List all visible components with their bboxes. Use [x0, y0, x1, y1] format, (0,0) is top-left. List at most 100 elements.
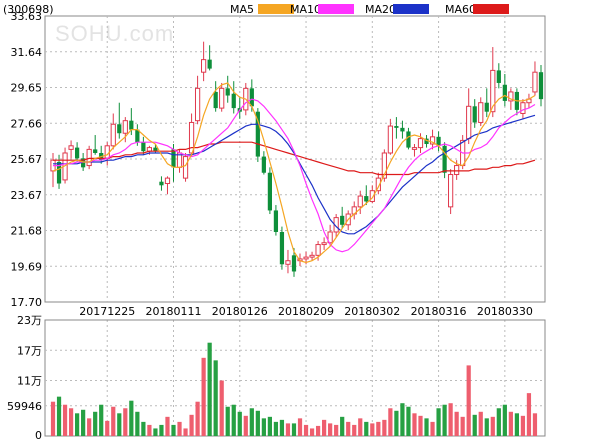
candle-body: [436, 136, 441, 146]
volume-bar: [454, 411, 459, 436]
date-label: 20171225: [79, 305, 135, 318]
volume-bar: [267, 416, 272, 436]
volume-bar: [376, 421, 381, 436]
candle-body: [417, 138, 424, 149]
candle-body: [207, 59, 212, 69]
candle-body: [267, 172, 272, 211]
watermark: SOHU.com: [55, 21, 174, 46]
moving-averages: [52, 82, 536, 264]
volume-bar: [400, 403, 405, 436]
price-tick-label: 21.68: [11, 225, 43, 238]
volume-bar: [394, 410, 399, 436]
candle-body: [213, 91, 218, 109]
volume-bar: [297, 418, 303, 436]
legend-label-ma60: MA60: [445, 3, 476, 16]
volume-bar: [490, 416, 495, 436]
volume-bar: [159, 424, 164, 436]
volume-bar: [418, 415, 423, 436]
volume-bar: [153, 428, 158, 436]
volume-bar: [496, 408, 501, 436]
volume-bar: [99, 404, 104, 436]
volume-bar: [201, 357, 206, 436]
candle-body: [93, 149, 98, 153]
candle-body: [532, 71, 538, 93]
volume-axis: 23万 17万 11万 59946 0: [7, 314, 42, 440]
volume-bar: [526, 393, 532, 436]
date-label: 20180209: [278, 305, 334, 318]
candle-body: [387, 125, 393, 154]
volume-grid: [45, 349, 545, 407]
date-label: 20180330: [477, 305, 533, 318]
candle-body: [117, 124, 122, 134]
volume-bar: [279, 419, 285, 436]
candle-body: [110, 123, 116, 147]
volume-bar: [460, 416, 465, 436]
candle-body: [406, 131, 411, 148]
candle-body: [357, 195, 363, 208]
volume-bar: [430, 421, 435, 436]
candle-body: [104, 145, 110, 159]
ma10-line: [53, 98, 536, 253]
volume-bar: [243, 415, 248, 436]
volume-bar: [135, 411, 140, 436]
candle-body: [424, 138, 429, 145]
date-label: 20180126: [212, 305, 268, 318]
volume-bar: [219, 380, 224, 436]
ma20-line: [53, 114, 536, 235]
candle-body: [315, 244, 321, 256]
date-label: 20180316: [411, 305, 467, 318]
price-tick-label: 17.70: [11, 296, 43, 309]
candle-body: [153, 147, 158, 152]
volume-bars: [50, 342, 538, 436]
date-axis: 20171225 20180111 20180126 20180209 20180302…: [79, 305, 533, 318]
volume-bar: [370, 423, 375, 436]
volume-bar: [255, 410, 260, 436]
volume-bar: [141, 421, 146, 436]
volume-bar: [231, 404, 236, 436]
volume-bar: [273, 421, 279, 436]
legend-swatch-ma10: [318, 4, 354, 14]
candle-body: [400, 127, 405, 132]
candle-body: [171, 149, 176, 168]
volume-bar: [129, 400, 134, 436]
price-tick-label: 25.67: [11, 153, 43, 166]
candle-body: [381, 152, 387, 179]
candle-body: [194, 87, 201, 122]
candle-body: [81, 158, 86, 168]
volume-bar: [207, 342, 212, 436]
candle-body: [442, 145, 447, 173]
candle-body: [303, 256, 309, 260]
stock-symbol: (300698): [3, 3, 54, 16]
volume-bar: [436, 408, 441, 436]
volume-bar: [412, 413, 417, 436]
volume-bar: [472, 414, 477, 436]
volume-bar: [514, 413, 519, 436]
candle-body: [538, 72, 544, 100]
candle-body: [327, 231, 333, 244]
date-label: 20180302: [344, 305, 400, 318]
volume-bar: [123, 408, 128, 436]
volume-bar: [56, 396, 62, 436]
volume-bar: [406, 406, 411, 436]
candle-body: [478, 102, 484, 123]
volume-bar: [93, 411, 98, 436]
candle-body: [448, 174, 454, 208]
volume-tick-label: 17万: [17, 344, 42, 357]
candle-body: [201, 59, 207, 73]
volume-tick-label: 23万: [17, 314, 42, 327]
candle-body: [340, 215, 345, 225]
ma5-line: [52, 82, 536, 264]
volume-tick-label: 11万: [17, 375, 42, 388]
candle-body: [225, 88, 230, 96]
candle-body: [159, 181, 164, 186]
price-tick-label: 27.66: [11, 117, 43, 130]
candle-body: [466, 105, 472, 140]
volume-bar: [81, 409, 86, 436]
volume-bar: [111, 406, 116, 436]
candle-body: [394, 126, 399, 128]
candle-body: [255, 111, 260, 157]
volume-bar: [309, 428, 315, 436]
volume-bar: [147, 424, 152, 436]
price-tick-label: 19.69: [11, 260, 43, 273]
